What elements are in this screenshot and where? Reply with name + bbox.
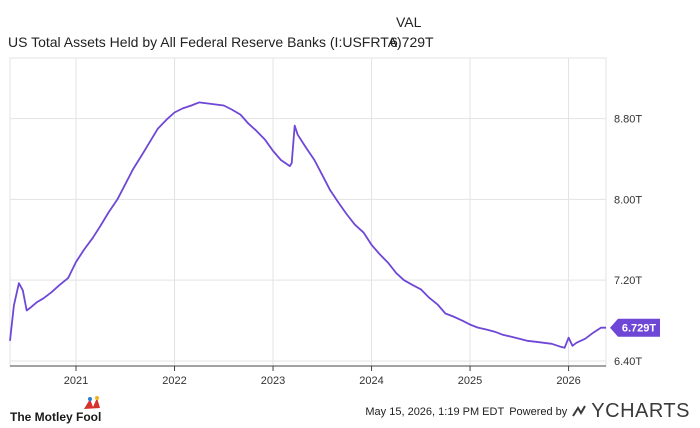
tick-labels: 2021 2022 2023 2024 2025 2026 6.40T 7.20T 8.00T 8… [64, 114, 660, 387]
y-tick-label: 8.00T [614, 194, 642, 206]
motley-fool-logo[interactable] [8, 395, 108, 423]
legend-header: VAL US Total Assets Held by All Federal … [8, 10, 448, 50]
x-tick-label: 2025 [458, 375, 482, 387]
x-tick-label: 2023 [261, 375, 285, 387]
powered-by-text: Powered by [509, 405, 568, 418]
legend-column-header: VAL [396, 14, 422, 30]
grid [9, 57, 607, 367]
y-tick-label: 7.20T [614, 275, 642, 287]
motley-fool-brand: The Motley Fool [10, 410, 102, 424]
ycharts-logo[interactable]: YCHARTS [591, 400, 690, 422]
series-line[interactable] [9, 101, 607, 349]
last-value-label: 6.729T [622, 323, 657, 335]
y-tick-label: 8.80T [614, 114, 642, 126]
line-chart: 2021 2022 2023 2024 2025 2026 6.40T 7.20T 8.00T 8… [9, 57, 660, 387]
jester-hat-icon [84, 396, 100, 409]
axes [10, 365, 606, 371]
ycharts-arrow-icon [572, 405, 587, 417]
plot-frame [9, 57, 607, 367]
series-layer [9, 101, 607, 349]
x-tick-label: 2021 [64, 375, 88, 387]
legend-series-name[interactable]: US Total Assets Held by All Federal Rese… [8, 34, 402, 50]
y-tick-label: 6.40T [614, 356, 642, 368]
footer-attribution: May 15, 2026, 1:19 PM EDT Powered by YCH… [365, 400, 690, 423]
last-value-badge [610, 318, 660, 337]
x-tick-label: 2026 [556, 375, 580, 387]
timestamp: May 15, 2026, 1:19 PM EDT [365, 405, 505, 418]
legend-series-value: 6.729T [390, 34, 434, 50]
x-tick-label: 2024 [359, 375, 383, 387]
x-tick-label: 2022 [162, 375, 186, 387]
